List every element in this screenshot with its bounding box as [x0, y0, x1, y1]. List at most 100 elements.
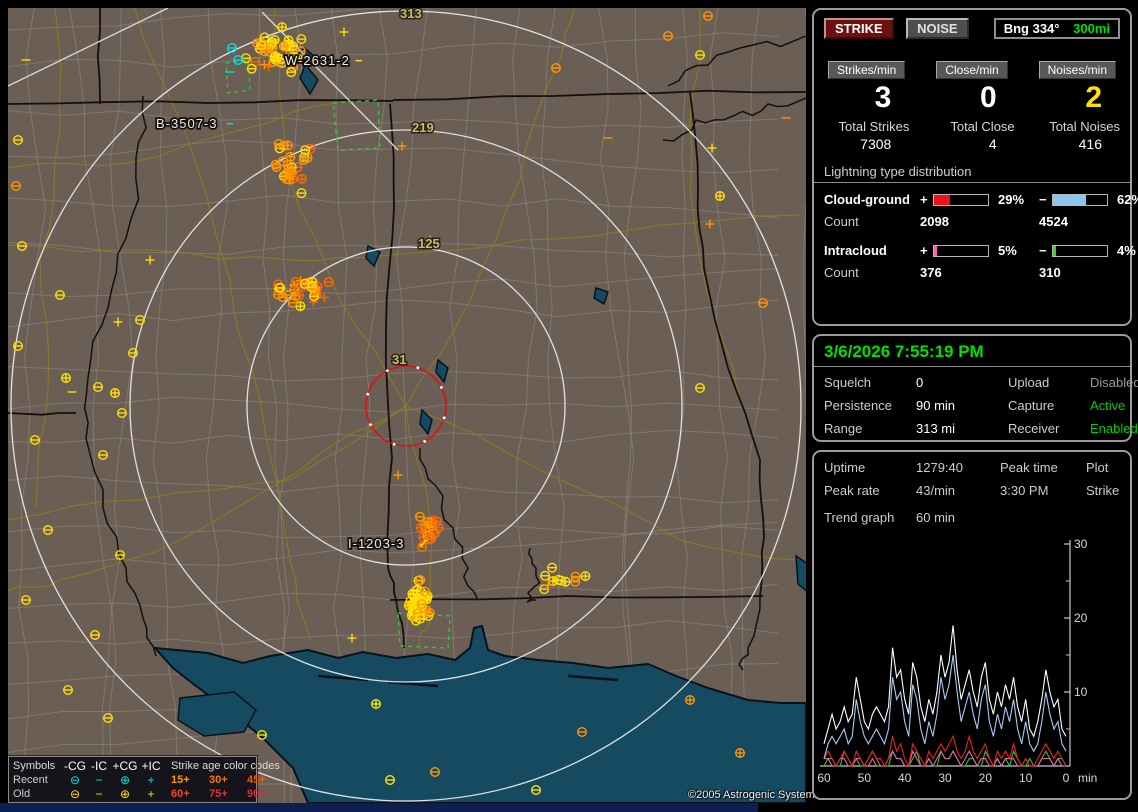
strike-symbol: [347, 633, 357, 643]
storm-cell-marker: ✓: [418, 536, 429, 551]
trend-graph-value: 60 min: [916, 510, 956, 525]
status-panel: 3/6/2026 7:55:19 PM Squelch 0 Upload Dis…: [812, 334, 1138, 442]
strike-symbol: [424, 607, 435, 618]
strike-symbol: [419, 586, 430, 597]
plus-sign: +: [920, 243, 928, 258]
age-75: 75+: [209, 788, 228, 800]
total-noises-label: Total Noises: [1049, 119, 1120, 134]
cloud-ground-label: Cloud-ground: [824, 192, 910, 207]
strike-symbol: [92, 382, 103, 393]
strike-symbol: [114, 550, 125, 561]
peak-rate-label: Peak rate: [824, 483, 880, 498]
strike-symbol: [540, 570, 551, 581]
intracloud-row: Intracloud + 5% − 4%: [814, 243, 1136, 258]
noise-button[interactable]: NOISE: [906, 18, 969, 39]
strike-symbol: [61, 373, 72, 384]
upload-status: Disabled: [1090, 375, 1138, 390]
svg-text:20: 20: [1074, 611, 1088, 625]
capture-label: Capture: [1008, 398, 1055, 413]
age-60: 60+: [171, 788, 190, 800]
close-per-min-value: 0: [979, 81, 997, 114]
age-90: 90+: [247, 788, 266, 800]
strike-symbol: [295, 46, 306, 57]
strike-symbol: [134, 315, 145, 326]
stats-panel: STRIKE NOISE Bng 334° 300mi Strikes/min …: [812, 8, 1138, 326]
capture-status: Active: [1090, 398, 1126, 413]
recent-pcg-icon: ⊕: [119, 773, 131, 787]
strike-symbol: [113, 317, 123, 327]
age-15: 15+: [171, 774, 190, 786]
storm-cell-label: B-3507-3: [156, 116, 217, 131]
strike-symbol: [416, 599, 427, 610]
svg-text:0: 0: [1063, 771, 1070, 785]
strikes-per-min-header[interactable]: Strikes/min: [827, 61, 906, 79]
legend-col-pic: +IC: [141, 759, 161, 773]
trend-series-Total: [823, 625, 1067, 744]
cg-minus-count: 4524: [1039, 214, 1068, 229]
peak-rate-row: Peak rate 43/min 3:30 PM Strike: [814, 483, 1130, 498]
strike-symbol: [296, 188, 307, 199]
strike-symbol: [417, 542, 428, 553]
storm-cell-marker: −: [355, 53, 363, 68]
status-row: Squelch 0 Upload Disabled: [814, 375, 1138, 390]
svg-text:30: 30: [1074, 538, 1088, 551]
range-label: Range: [824, 421, 863, 436]
strike-symbol: [246, 63, 257, 74]
strike-symbol: [286, 67, 297, 78]
trend-series-+CG: [823, 734, 1067, 768]
cloud-ground-count-row: Count 2098 4524: [814, 214, 1130, 229]
old-pic-icon: +: [147, 787, 155, 801]
persistence-label: Persistence: [824, 398, 892, 413]
strike-symbol: [296, 174, 307, 185]
strike-symbol: [430, 767, 441, 778]
strike-symbol: [735, 748, 746, 759]
strike-symbol: [305, 143, 316, 154]
strike-symbol: [300, 145, 311, 156]
close-per-min-header[interactable]: Close/min: [936, 61, 1008, 79]
age-45: 45+: [247, 774, 266, 786]
trend-graph-label: Trend graph: [824, 510, 895, 525]
strike-symbol: [276, 22, 287, 33]
strike-symbol: [288, 62, 299, 73]
strike-symbol: [285, 51, 295, 61]
lightning-map[interactable]: 313 219 125 31 W-2631-2− B-3507-3− I-1203-3 ✓ S…: [8, 8, 806, 803]
strike-symbol: [278, 156, 289, 167]
legend-col-ncg: -CG: [64, 759, 86, 773]
strike-symbol: [116, 408, 127, 419]
strike-symbol: [577, 727, 588, 738]
legend-col-pcg: +CG: [112, 759, 138, 773]
recent-nic-icon: −: [95, 773, 103, 787]
strike-symbol: [290, 290, 300, 300]
receiver-status: Enabled: [1090, 421, 1138, 436]
cg-minus-pct: 62%: [1117, 192, 1138, 207]
strike-symbol: [281, 174, 292, 185]
strike-symbol: [580, 571, 591, 582]
noises-per-min-header[interactable]: Noises/min: [1038, 61, 1116, 79]
strike-symbol: [259, 60, 269, 70]
intracloud-count-row: Count 376 310: [814, 265, 1130, 280]
strike-button[interactable]: STRIKE: [824, 18, 894, 39]
strike-symbol: [543, 580, 553, 590]
strike-symbol: [273, 138, 284, 149]
strike-symbol: [758, 298, 769, 309]
legend-old-label: Old: [13, 788, 31, 800]
strike-symbol: [276, 54, 287, 65]
strike-symbol: [531, 785, 542, 796]
count-label: Count: [824, 214, 859, 229]
strike-symbol: [89, 630, 100, 641]
strike-symbol: [281, 168, 292, 179]
strike-symbol: [703, 10, 714, 22]
range-value: 313 mi: [916, 421, 956, 436]
strike-symbol: [393, 470, 403, 480]
strike-symbol: [278, 41, 289, 52]
strikes-per-min-value: 3: [874, 81, 892, 114]
ring-label: 125: [418, 236, 440, 251]
svg-text:30: 30: [938, 771, 952, 785]
strike-symbol: [232, 55, 243, 66]
ring-label: 313: [400, 8, 422, 21]
strike-symbol: [415, 522, 426, 533]
map-legend: Symbols -CG -IC +CG +IC Strike age color…: [8, 755, 280, 803]
cg-plus-bar: [933, 193, 989, 206]
